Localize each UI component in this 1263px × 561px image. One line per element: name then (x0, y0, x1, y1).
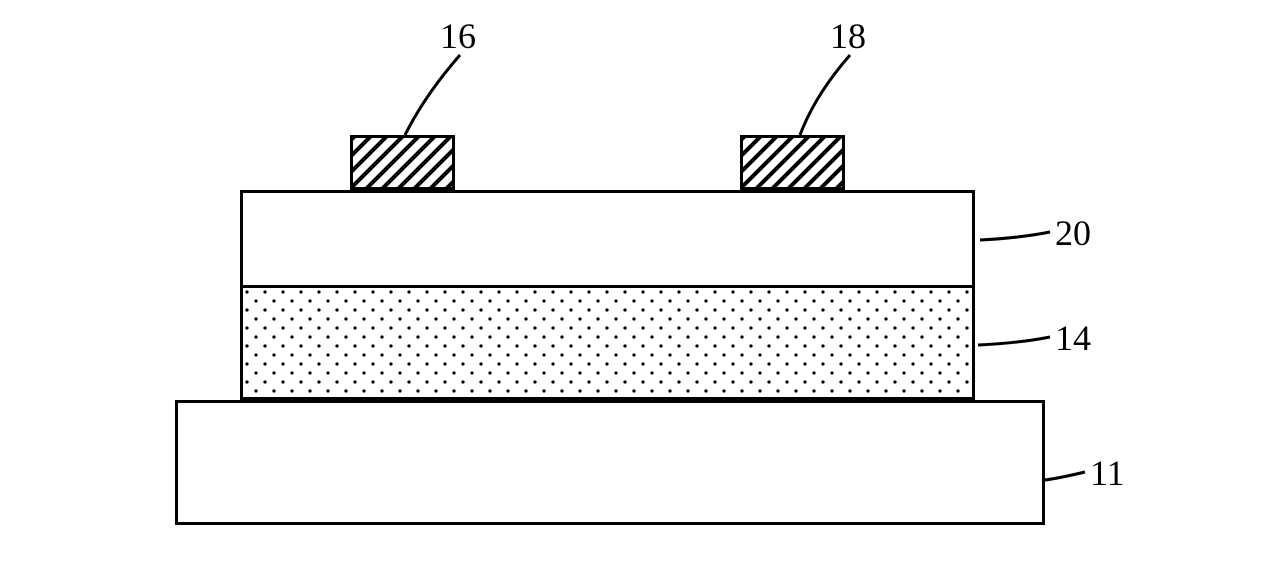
label-20: 20 (1055, 215, 1091, 251)
middle-layer (240, 285, 975, 400)
label-18: 18 (830, 18, 866, 54)
electrode-right-fill (743, 138, 842, 187)
diagram-stage: 16 18 20 14 11 (0, 0, 1263, 561)
label-14: 14 (1055, 320, 1091, 356)
electrode-right (740, 135, 845, 190)
label-16: 16 (440, 18, 476, 54)
top-layer (240, 190, 975, 285)
substrate-layer (175, 400, 1045, 525)
middle-layer-fill (243, 288, 972, 397)
electrode-left-fill (353, 138, 452, 187)
label-11: 11 (1090, 455, 1125, 491)
electrode-left (350, 135, 455, 190)
